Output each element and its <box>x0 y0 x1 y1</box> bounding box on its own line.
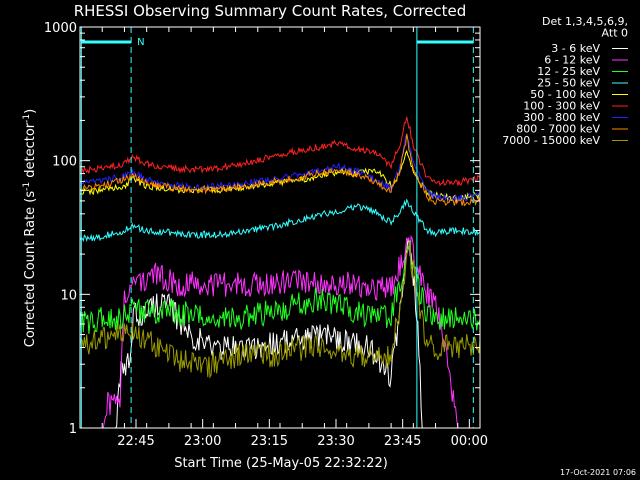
x-tick-label: 23:00 <box>184 434 221 449</box>
series-line <box>79 240 481 335</box>
legend-label: 12 - 25 keV <box>537 65 600 78</box>
series-line <box>80 238 480 429</box>
legend-label: 100 - 300 keV <box>523 100 600 113</box>
x-tick-label: 23:30 <box>317 434 354 449</box>
series-line <box>79 116 481 187</box>
y-axis-label-mid: detector <box>23 122 38 182</box>
legend-label: 50 - 100 keV <box>530 88 600 101</box>
legend-label: 3 - 6 keV <box>551 42 600 55</box>
legend-label: 6 - 12 keV <box>544 54 600 67</box>
legend-header: Att 0 <box>602 27 628 40</box>
series-line <box>79 242 481 379</box>
y-tick-label: 10 <box>60 288 77 303</box>
legend-label: 25 - 50 keV <box>537 77 600 90</box>
night-marker-label: N <box>137 37 144 48</box>
y-tick-label: 1 <box>69 422 77 437</box>
series-line <box>79 132 481 203</box>
series-line <box>79 198 481 243</box>
series-line <box>80 234 480 429</box>
series-line <box>79 133 481 207</box>
x-tick-label: 23:45 <box>384 434 421 449</box>
y-axis-label-main: Corrected Count Rate (s <box>23 191 38 348</box>
legend-label: 7000 - 15000 keV <box>502 134 600 147</box>
y-tick-label: 100 <box>52 155 77 170</box>
y-axis: 1 10 100 1000 <box>44 21 480 437</box>
x-tick-label: 22:45 <box>117 434 154 449</box>
legend-header: Det 1,3,4,5,6,9, <box>542 15 628 28</box>
y-axis-label-sup1: -1 <box>22 182 32 191</box>
x-tick-label: 23:15 <box>251 434 288 449</box>
y-tick-label: 1000 <box>44 21 77 36</box>
x-axis: 22:45 23:00 23:15 23:30 23:45 00:00 <box>79 27 488 449</box>
night-markers: N <box>80 27 474 428</box>
y-axis-label-sup2: -1 <box>22 114 32 123</box>
legend-label: 800 - 7000 keV <box>516 123 600 136</box>
x-tick-label: 00:00 <box>451 434 488 449</box>
y-axis-label: Corrected Count Rate (s-1 detector-1) <box>22 109 38 347</box>
footer-timestamp: 17-Oct-2021 07:06 <box>560 468 636 477</box>
series-layer <box>79 116 481 429</box>
y-axis-label-end: ) <box>23 109 38 114</box>
legend-label: 300 - 800 keV <box>523 111 600 124</box>
chart-title: RHESSI Observing Summary Count Rates, Co… <box>74 2 467 20</box>
x-axis-label: Start Time (25-May-05 22:32:22) <box>174 456 388 471</box>
